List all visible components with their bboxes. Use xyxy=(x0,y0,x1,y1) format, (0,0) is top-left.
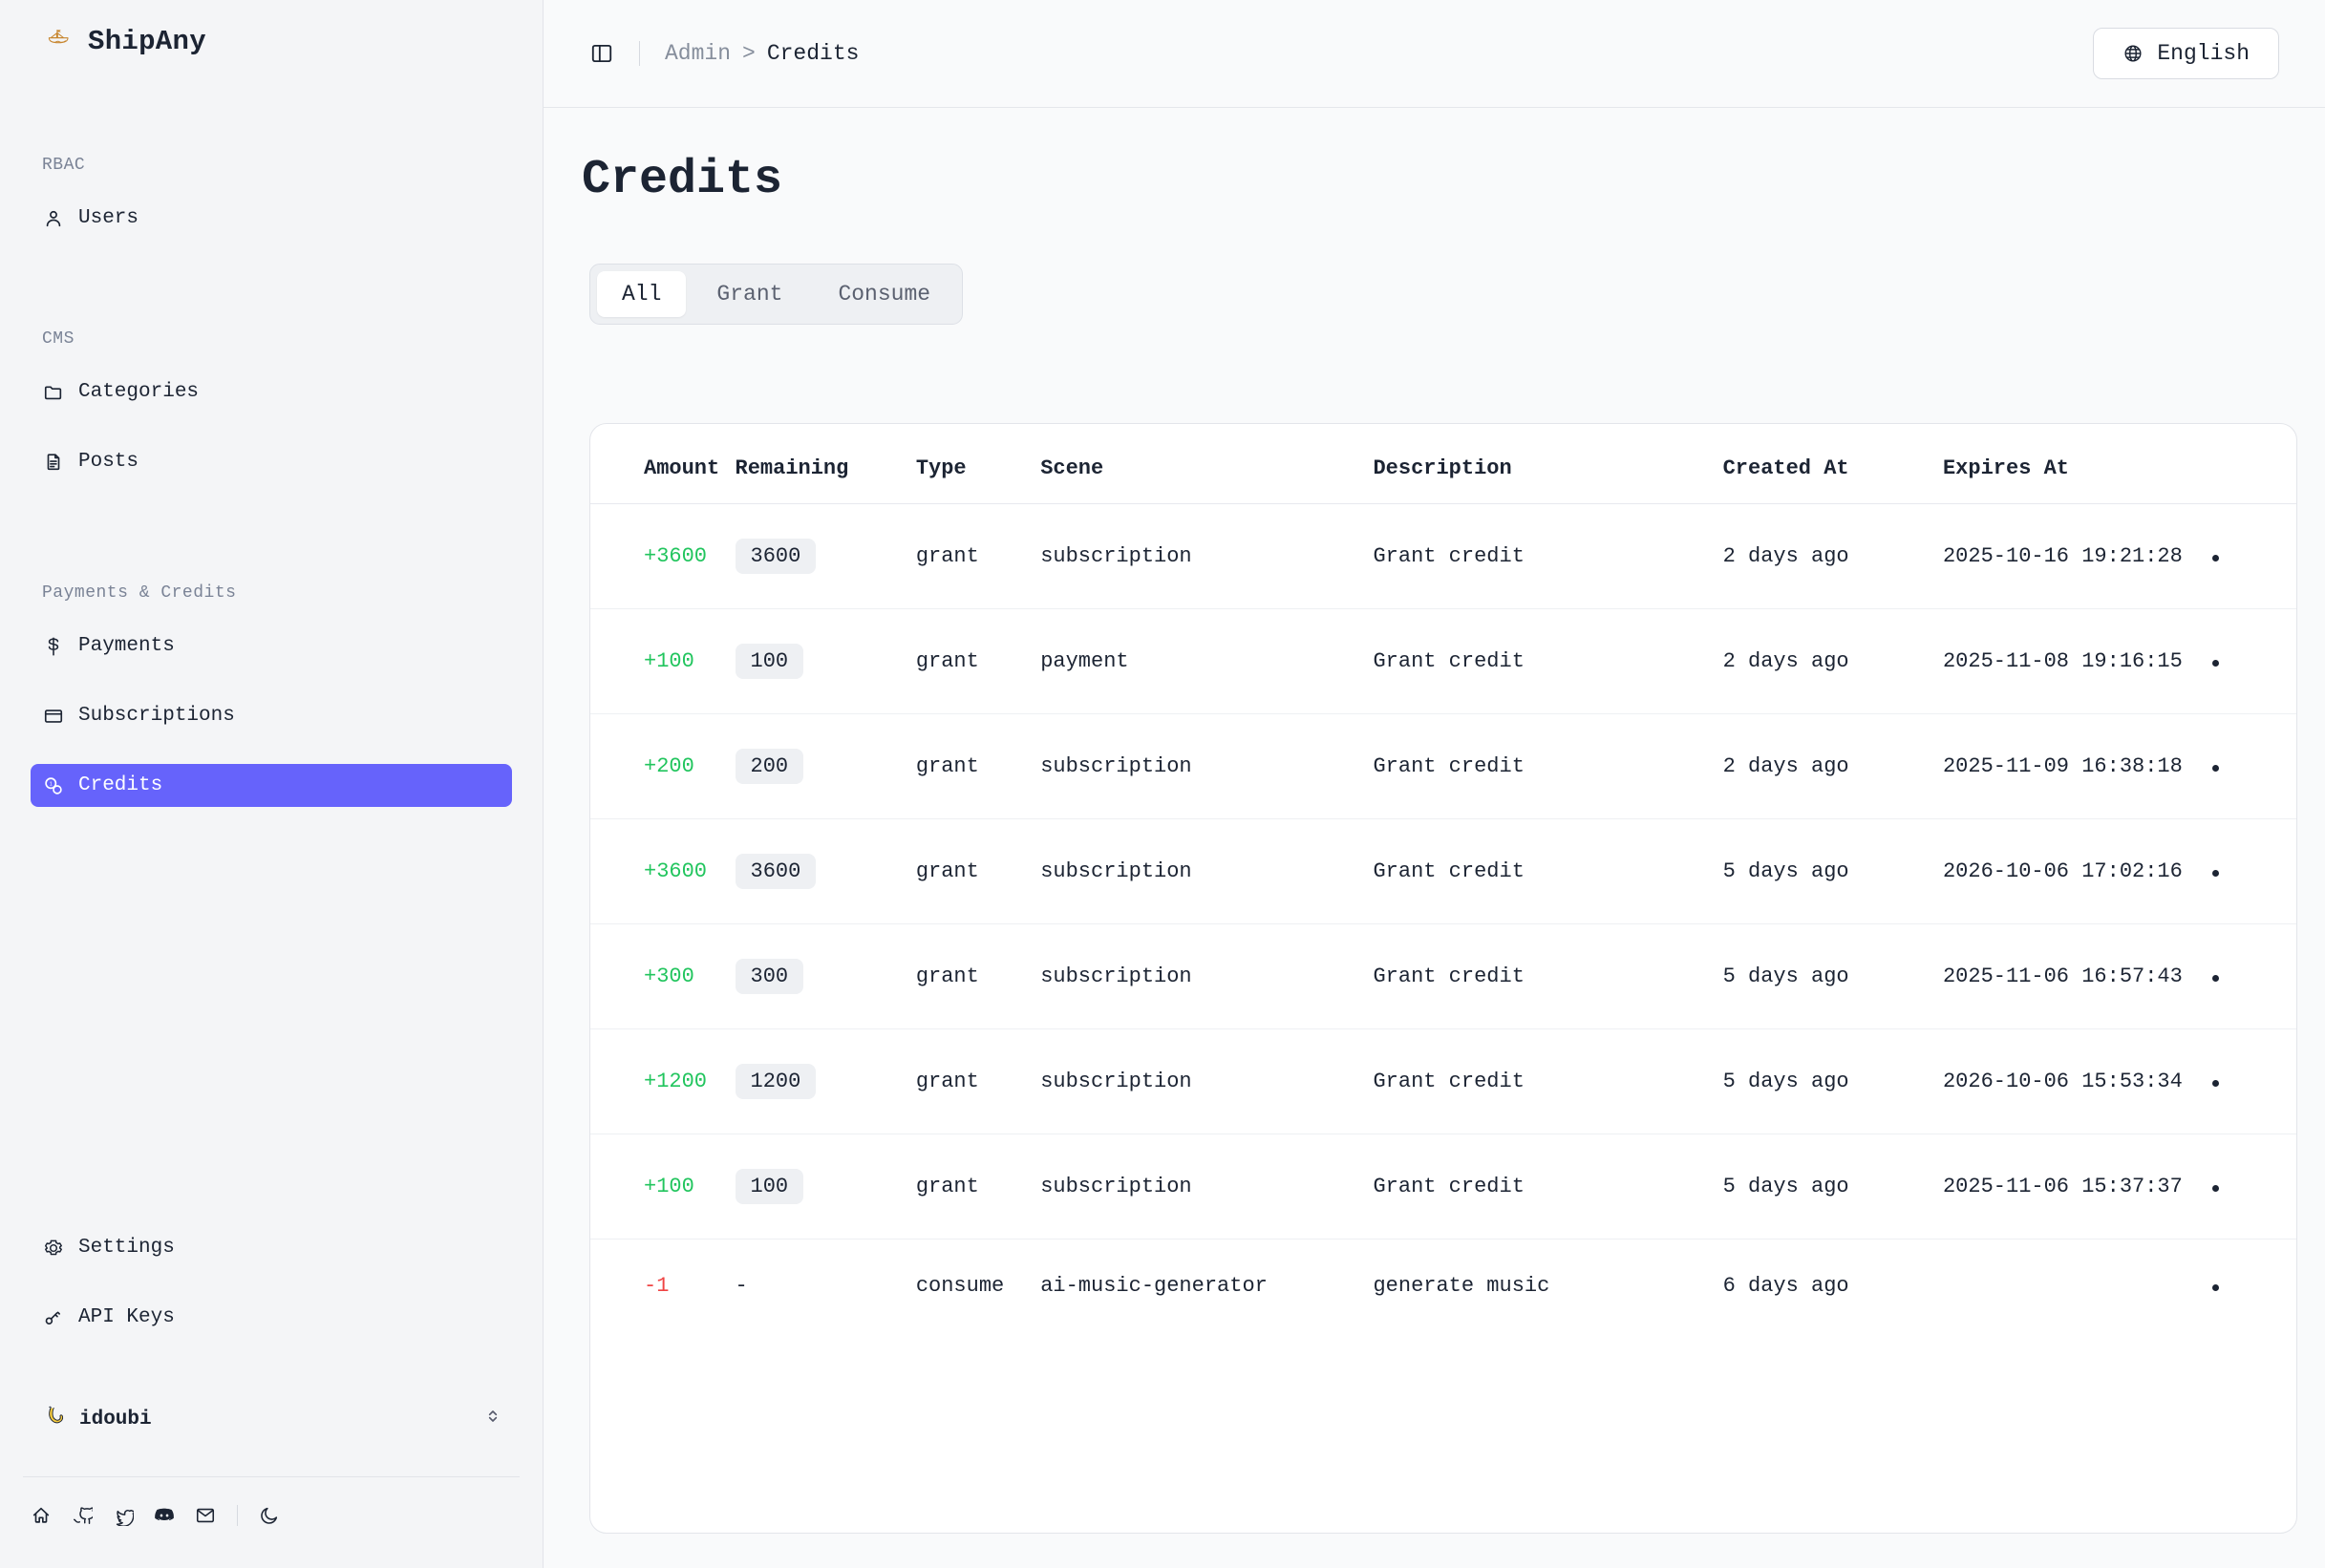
svg-text:1: 1 xyxy=(49,781,52,787)
